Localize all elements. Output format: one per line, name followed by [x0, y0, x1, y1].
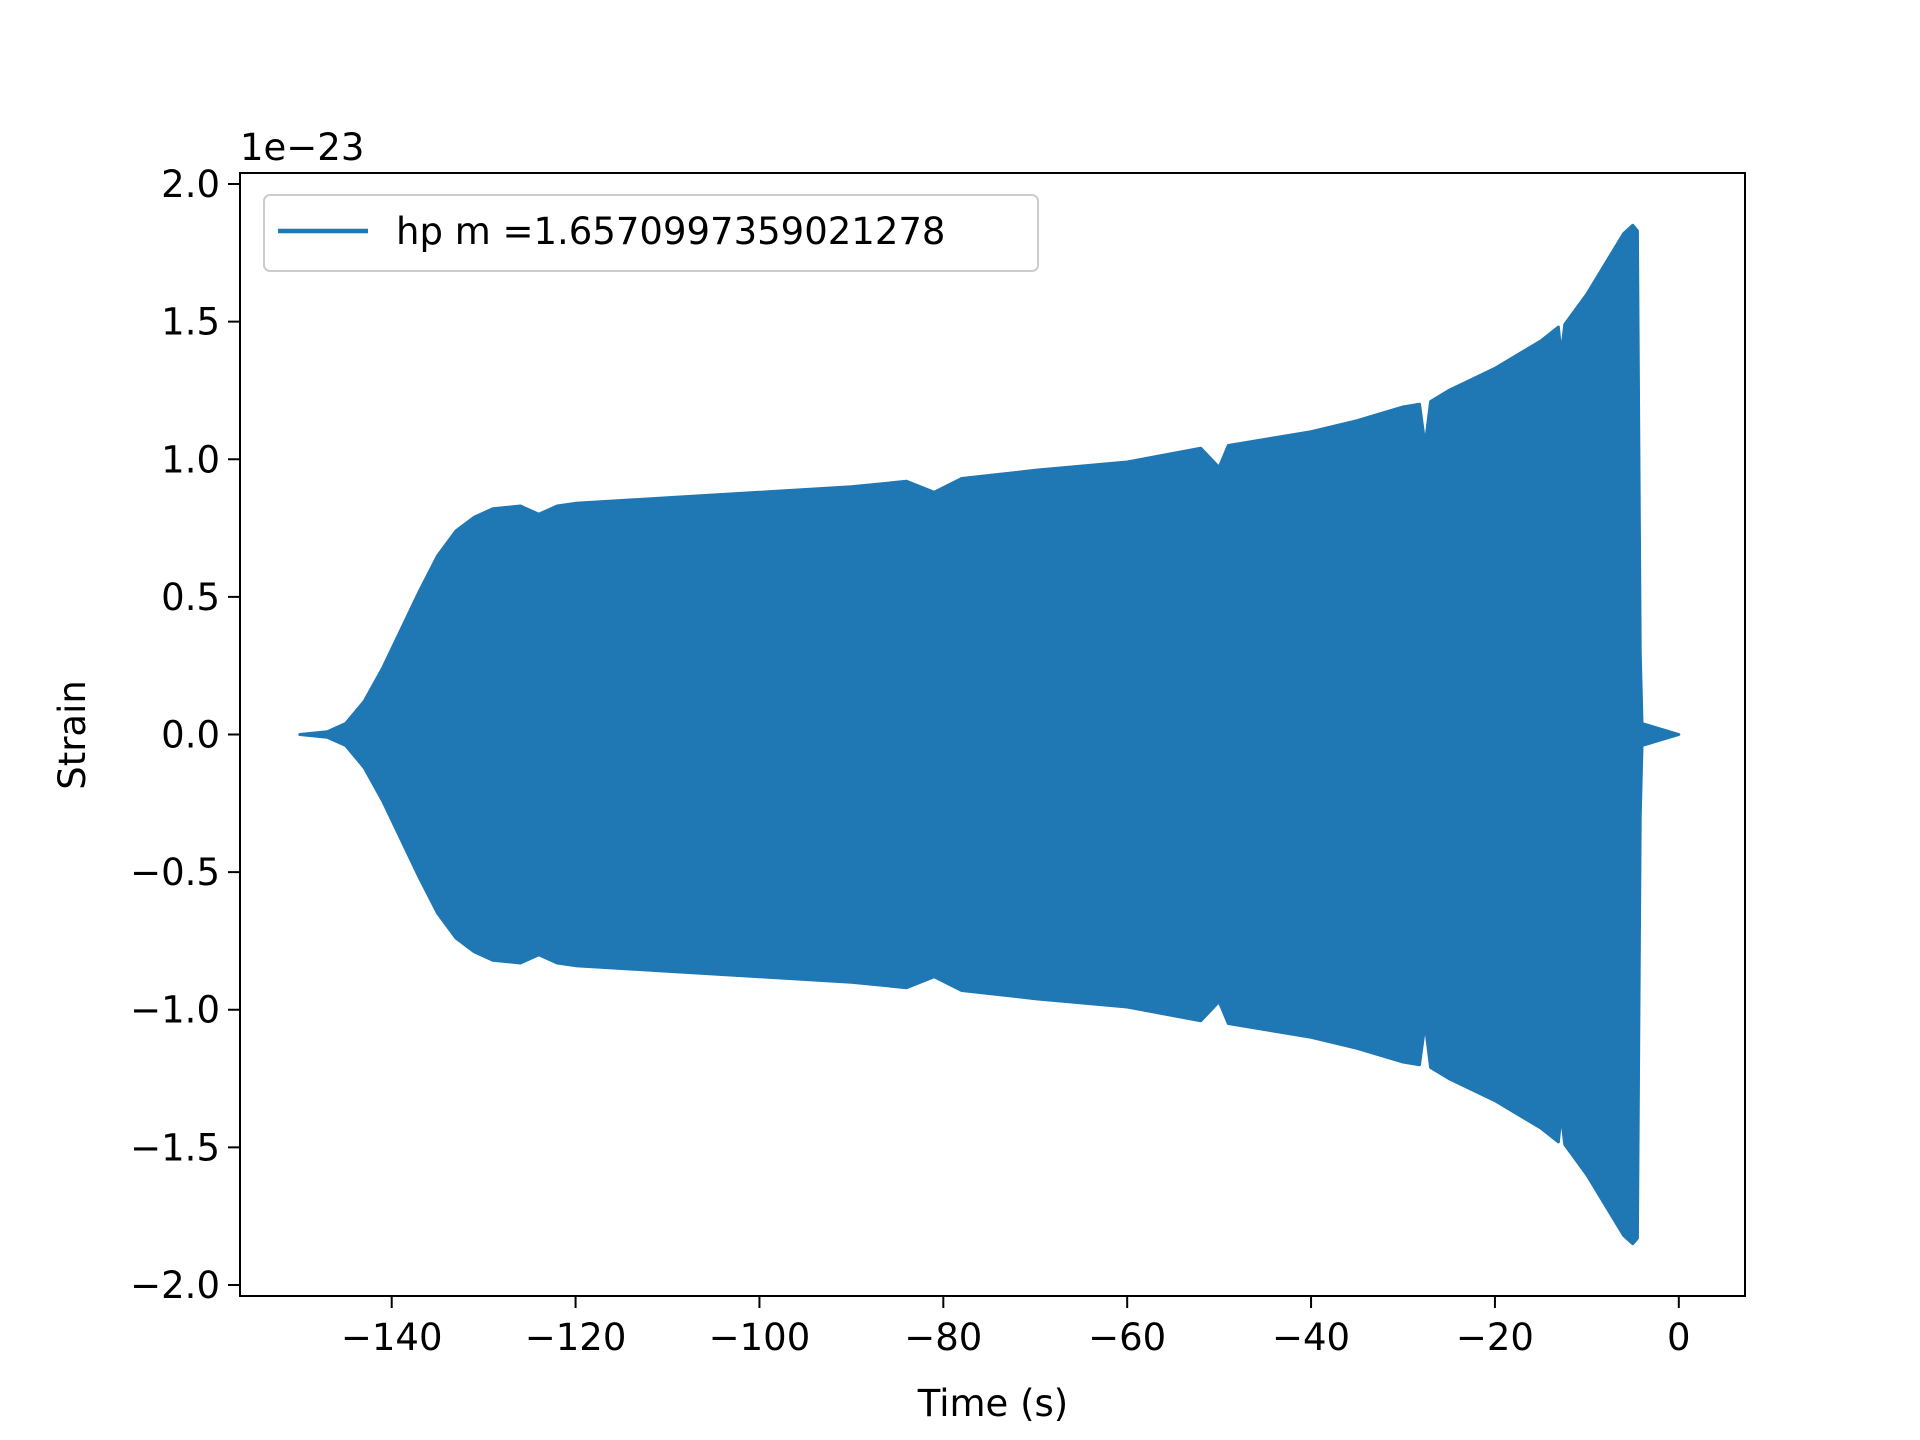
- x-tick-label: −60: [1088, 1316, 1166, 1359]
- x-axis-label: Time (s): [917, 1382, 1068, 1425]
- x-axis-ticks: −140 −120 −100 −80 −60 −40 −20 0: [341, 1296, 1691, 1359]
- y-tick-label: 2.0: [161, 163, 220, 206]
- series-layer: [298, 223, 1681, 1246]
- x-tick-label: −40: [1272, 1316, 1350, 1359]
- y-tick-label: −1.5: [130, 1126, 220, 1169]
- y-tick-label: 1.5: [161, 301, 220, 344]
- y-tick-label: 1.0: [161, 438, 220, 481]
- x-tick-label: −100: [709, 1316, 811, 1359]
- x-tick-label: 0: [1667, 1316, 1691, 1359]
- y-axis-ticks: −2.0 −1.5 −1.0 −0.5 0.0 0.5 1.0 1.5 2.0: [130, 163, 240, 1307]
- y-axis-label: Strain: [51, 680, 94, 790]
- y-tick-label: 0.0: [161, 714, 220, 757]
- y-tick-label: 0.5: [161, 576, 220, 619]
- x-tick-label: −20: [1456, 1316, 1534, 1359]
- x-tick-label: −140: [341, 1316, 443, 1359]
- y-tick-label: −2.0: [130, 1264, 220, 1307]
- y-offset-label: 1e−23: [240, 126, 364, 169]
- y-tick-label: −1.0: [130, 989, 220, 1032]
- x-tick-label: −120: [525, 1316, 627, 1359]
- legend: hp m =1.6570997359021278: [263, 194, 1039, 272]
- legend-label: hp m =1.6570997359021278: [396, 210, 945, 253]
- legend-box: [263, 194, 1039, 272]
- series-hp-waveform: [298, 223, 1681, 1246]
- y-tick-label: −0.5: [130, 851, 220, 894]
- x-tick-label: −80: [904, 1316, 982, 1359]
